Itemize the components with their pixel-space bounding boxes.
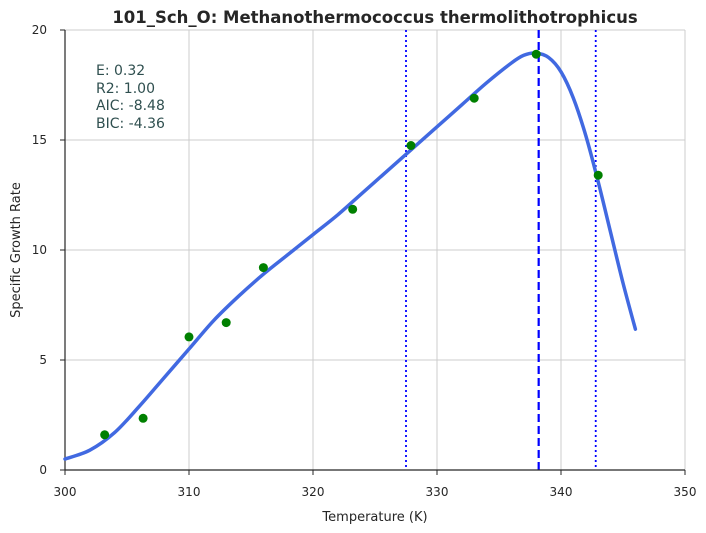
data-point — [469, 93, 479, 103]
y-tick-label: 5 — [39, 353, 47, 367]
x-tick-label: 310 — [178, 485, 201, 499]
y-tick-label: 0 — [39, 463, 47, 477]
data-point — [184, 332, 194, 342]
data-point — [406, 141, 416, 150]
data-points-layer — [100, 49, 603, 440]
stat-bic: BIC: -4.36 — [96, 116, 165, 132]
x-tick-label: 330 — [426, 485, 449, 499]
x-tick-label: 300 — [54, 485, 77, 499]
data-point — [100, 430, 110, 440]
y-tick-label: 20 — [32, 23, 47, 37]
data-point — [258, 263, 268, 273]
data-point — [138, 413, 148, 423]
data-point — [221, 318, 231, 328]
stat-aic: AIC: -8.48 — [96, 98, 165, 114]
tick-labels: 300 310 320 330 340 350 0 5 10 15 20 — [32, 23, 697, 499]
stat-r2: R2: 1.00 — [96, 81, 155, 97]
stat-e: E: 0.32 — [96, 63, 145, 79]
chart-title: 101_Sch_O: Methanothermococcus thermolit… — [112, 8, 638, 27]
grid-layer — [64, 29, 686, 471]
fit-stats-box: E: 0.32 R2: 1.00 AIC: -8.48 BIC: -4.36 — [96, 63, 165, 132]
data-point — [348, 204, 358, 214]
y-tick-label: 15 — [32, 133, 47, 147]
x-axis-label: Temperature (K) — [321, 510, 427, 525]
data-point — [531, 49, 541, 59]
reference-lines — [405, 30, 597, 470]
x-tick-label: 320 — [302, 485, 325, 499]
y-axis-label: Specific Growth Rate — [9, 182, 24, 318]
y-tick-label: 10 — [32, 243, 47, 257]
x-tick-label: 350 — [674, 485, 697, 499]
data-point — [593, 170, 603, 180]
x-tick-label: 340 — [550, 485, 573, 499]
